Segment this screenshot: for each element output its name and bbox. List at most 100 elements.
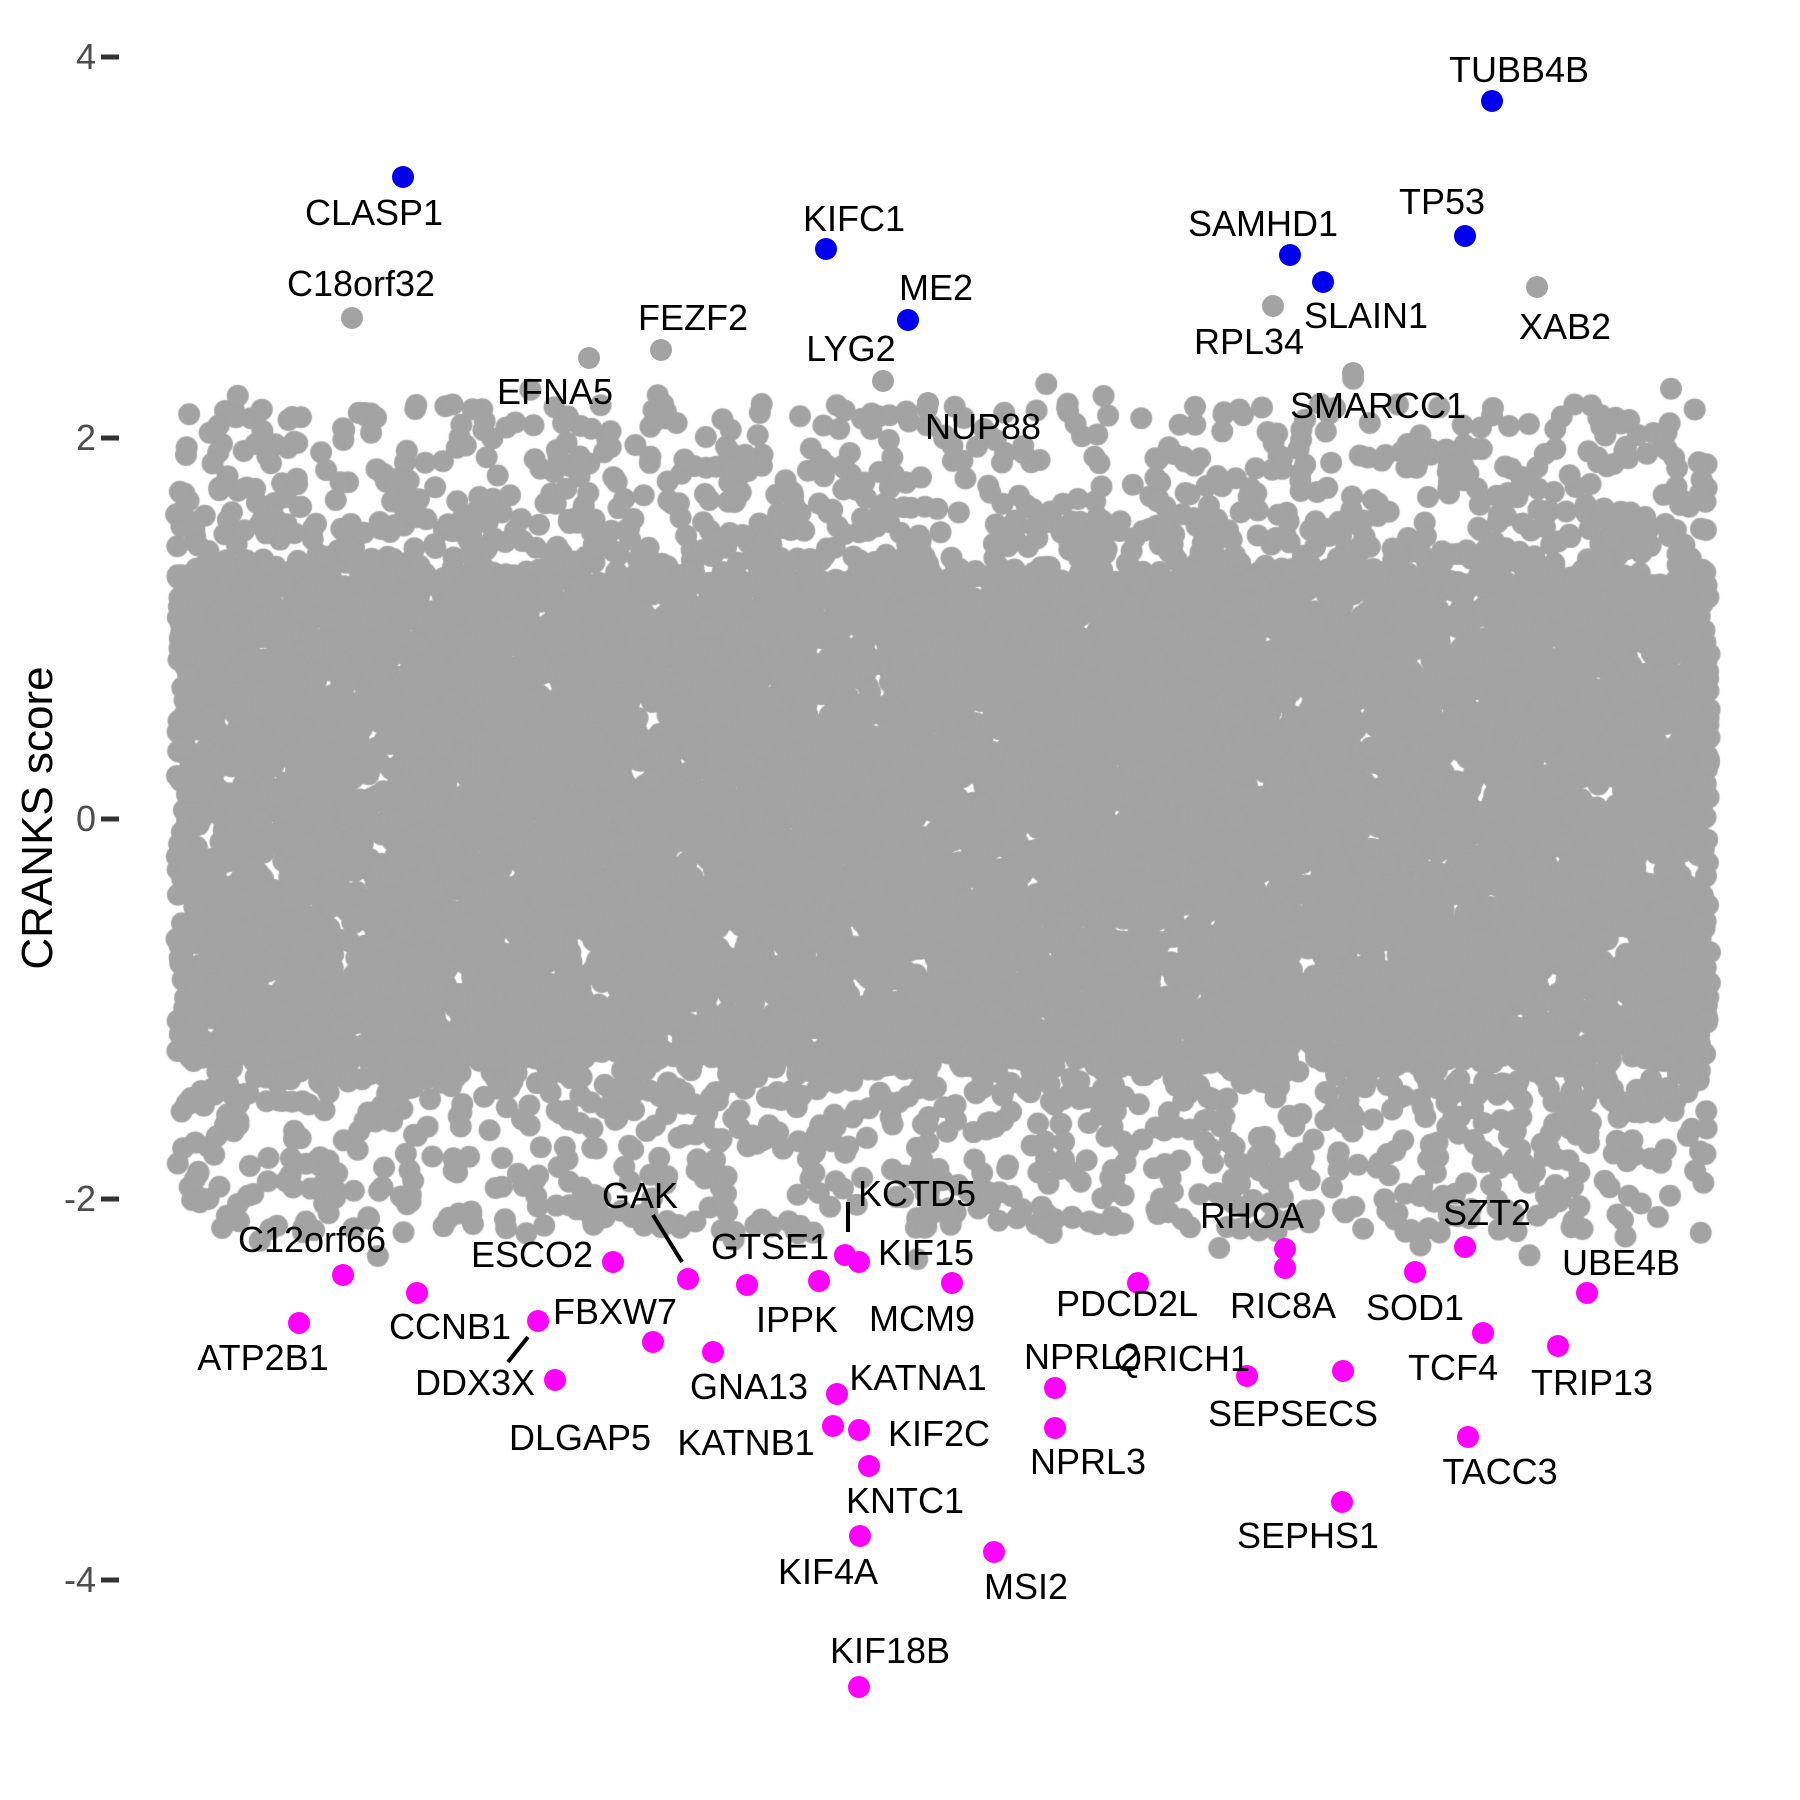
point-ccnb1 — [405, 1281, 428, 1304]
point-efna5 — [577, 346, 600, 369]
label-sephs1: SEPHS1 — [1236, 1515, 1380, 1556]
label-clasp1: CLASP1 — [304, 192, 444, 233]
point-atp2b1 — [287, 1312, 310, 1335]
point-mcm9 — [941, 1272, 964, 1295]
label-gak: GAK — [601, 1175, 679, 1216]
label-nprl3: NPRL3 — [1029, 1441, 1147, 1482]
label-kif4a: KIF4A — [777, 1551, 879, 1592]
label-slain1: SLAIN1 — [1303, 295, 1429, 336]
point-szt2 — [1453, 1235, 1476, 1258]
point-kif18b — [847, 1675, 870, 1698]
label-kifc1: KIFC1 — [802, 198, 906, 239]
point-xab2 — [1525, 276, 1548, 299]
label-fbxw7: FBXW7 — [552, 1291, 678, 1332]
label-tcf4: TCF4 — [1408, 1347, 1498, 1388]
point-msi2 — [982, 1540, 1005, 1563]
label-samhd1: SAMHD1 — [1187, 203, 1339, 244]
label-nup88: NUP88 — [924, 406, 1042, 447]
point-ippk — [807, 1270, 830, 1293]
label-lyg2: LYG2 — [806, 328, 896, 369]
point-clasp1 — [392, 165, 415, 188]
point-kntc1 — [858, 1454, 881, 1477]
point-katnb1 — [821, 1414, 844, 1437]
label-katna1: KATNA1 — [849, 1357, 987, 1398]
label-ippk: IPPK — [755, 1299, 839, 1340]
point-gna13 — [701, 1340, 724, 1363]
label-tubb4b: TUBB4B — [1448, 49, 1590, 90]
point-ube4b — [1576, 1281, 1599, 1304]
point-slain1 — [1312, 270, 1335, 293]
point-pdcd2l — [1126, 1272, 1149, 1295]
point-ddx3x — [527, 1310, 550, 1333]
point-nprl2 — [1043, 1376, 1066, 1399]
label-qrich1: QRICH1 — [1113, 1338, 1251, 1379]
point-qrich1 — [1235, 1365, 1258, 1388]
point-nup88 — [916, 392, 939, 415]
label-tacc3: TACC3 — [1442, 1451, 1558, 1492]
point-kifc1 — [815, 238, 838, 261]
point-samhd1 — [1278, 243, 1301, 266]
label-esco2: ESCO2 — [470, 1234, 594, 1275]
point-ric8a — [1274, 1256, 1297, 1279]
point-trip13 — [1547, 1334, 1570, 1357]
point-gak — [677, 1268, 700, 1291]
point-sephs1 — [1330, 1491, 1353, 1514]
label-dlgap5: DLGAP5 — [508, 1417, 652, 1458]
point-lyg2 — [872, 369, 895, 392]
point-gtse1 — [735, 1273, 758, 1296]
label-ube4b: UBE4B — [1561, 1242, 1681, 1283]
label-trip13: TRIP13 — [1530, 1362, 1654, 1403]
label-tp53: TP53 — [1398, 181, 1486, 222]
label-sepsecs: SEPSECS — [1207, 1393, 1379, 1434]
point-c18orf32 — [341, 306, 364, 329]
connector-line-ddx3x — [506, 1335, 530, 1364]
label-xab2: XAB2 — [1518, 306, 1612, 347]
label-smarcc1: SMARCC1 — [1289, 385, 1467, 426]
label-kntc1: KNTC1 — [845, 1480, 965, 1521]
point-katna1 — [826, 1382, 849, 1405]
label-gna13: GNA13 — [689, 1366, 809, 1407]
label-pdcd2l: PDCD2L — [1055, 1283, 1199, 1324]
point-tubb4b — [1481, 89, 1504, 112]
point-tcf4 — [1471, 1321, 1494, 1344]
label-ddx3x: DDX3X — [414, 1362, 536, 1403]
label-fezf2: FEZF2 — [637, 297, 749, 338]
label-sod1: SOD1 — [1365, 1287, 1465, 1328]
label-kctd5: KCTD5 — [857, 1173, 977, 1214]
point-kif4a — [849, 1525, 872, 1548]
connector-line-gak — [651, 1213, 684, 1264]
label-ric8a: RIC8A — [1229, 1285, 1337, 1326]
label-c12orf66: C12orf66 — [237, 1219, 387, 1260]
point-sod1 — [1404, 1260, 1427, 1283]
point-nprl3 — [1043, 1416, 1066, 1439]
point-sepsecs — [1332, 1359, 1355, 1382]
point-rhoa — [1274, 1237, 1297, 1260]
label-katnb1: KATNB1 — [677, 1422, 815, 1463]
label-ccnb1: CCNB1 — [388, 1306, 512, 1347]
point-tp53 — [1453, 224, 1476, 247]
point-fbxw7 — [642, 1331, 665, 1354]
point-dlgap5 — [543, 1369, 566, 1392]
point-kif15 — [847, 1251, 870, 1274]
point-rpl34 — [1261, 295, 1284, 318]
label-kif18b: KIF18B — [829, 1630, 951, 1671]
point-kif2c — [847, 1418, 870, 1441]
label-msi2: MSI2 — [983, 1566, 1069, 1607]
label-kif15: KIF15 — [877, 1232, 975, 1273]
point-fezf2 — [649, 339, 672, 362]
label-gtse1: GTSE1 — [710, 1226, 830, 1267]
point-esco2 — [602, 1251, 625, 1274]
label-me2: ME2 — [898, 267, 974, 308]
point-tacc3 — [1456, 1426, 1479, 1449]
point-c12orf66 — [332, 1264, 355, 1287]
label-c18orf32: C18orf32 — [286, 263, 436, 304]
label-rhoa: RHOA — [1199, 1195, 1305, 1236]
label-mcm9: MCM9 — [869, 1298, 975, 1339]
label-atp2b1: ATP2B1 — [197, 1337, 329, 1378]
label-kif2c: KIF2C — [887, 1413, 991, 1454]
point-me2 — [896, 308, 919, 331]
